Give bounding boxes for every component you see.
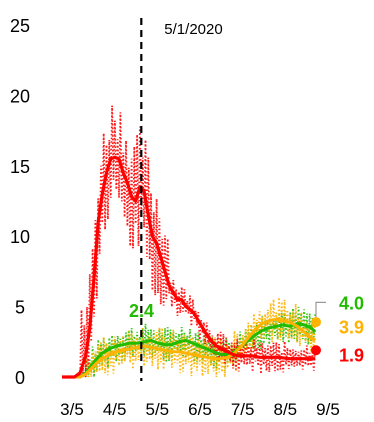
x-tick-label: 8/5 <box>274 400 298 419</box>
y-axis: 0 5 10 15 20 25 <box>10 16 30 388</box>
series-orange-line <box>62 317 317 379</box>
y-tick-label: 15 <box>10 157 30 177</box>
daily-values <box>62 105 317 378</box>
red-end-marker <box>311 345 321 356</box>
red-end-label: 1.9 <box>339 345 364 365</box>
green-leader-line <box>315 301 326 321</box>
y-tick-label: 10 <box>10 227 30 247</box>
x-tick-label: 3/5 <box>60 400 84 419</box>
green-end-label: 4.0 <box>339 293 364 313</box>
x-tick-label: 4/5 <box>103 400 127 419</box>
end-labels: 2.4 4.0 3.9 1.9 <box>129 293 364 365</box>
series-red-line <box>62 155 316 379</box>
y-tick-label: 25 <box>10 16 30 36</box>
y-tick-label: 0 <box>15 368 25 388</box>
x-tick-label: 9/5 <box>316 400 340 419</box>
x-tick-label: 6/5 <box>188 400 212 419</box>
orange-end-label: 3.9 <box>339 317 364 337</box>
trend-lines <box>62 155 317 379</box>
y-tick-label: 5 <box>15 298 25 318</box>
series-green-line <box>62 322 317 379</box>
x-tick-label: 5/5 <box>146 400 170 419</box>
reference-line: 5/1/2020 <box>140 18 223 381</box>
green-annotation: 2.4 <box>129 301 154 321</box>
vline-label: 5/1/2020 <box>164 21 222 38</box>
x-tick-label: 7/5 <box>231 400 255 419</box>
y-tick-label: 20 <box>10 86 30 106</box>
orange-end-marker <box>311 317 321 328</box>
x-axis: 3/5 4/5 5/5 6/5 7/5 8/5 9/5 <box>60 400 340 419</box>
series-orange-daily <box>62 297 317 378</box>
series-red-daily <box>62 105 317 378</box>
